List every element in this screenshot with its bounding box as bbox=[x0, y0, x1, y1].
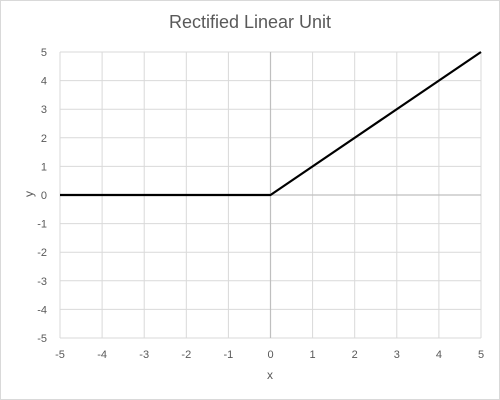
x-tick-label: 3 bbox=[394, 349, 400, 361]
y-tick-label: 0 bbox=[41, 190, 47, 202]
y-tick-label: -2 bbox=[37, 247, 47, 259]
y-tick-label: -3 bbox=[37, 276, 47, 288]
x-tick-label: -4 bbox=[97, 349, 107, 361]
chart-title: Rectified Linear Unit bbox=[169, 12, 331, 32]
x-tick-label: 4 bbox=[436, 349, 442, 361]
y-tick-label: 5 bbox=[41, 47, 47, 59]
x-tick-label: 5 bbox=[478, 349, 484, 361]
x-tick-label: 1 bbox=[310, 349, 316, 361]
y-tick-label: -4 bbox=[37, 304, 47, 316]
y-tick-label: 1 bbox=[41, 161, 47, 173]
y-tick-label: -1 bbox=[37, 219, 47, 231]
y-tick-label: 2 bbox=[41, 133, 47, 145]
x-tick-label: -3 bbox=[139, 349, 149, 361]
x-tick-labels: -5 -4 -3 -2 -1 0 1 2 3 4 5 bbox=[55, 349, 484, 361]
y-tick-label: 3 bbox=[41, 104, 47, 116]
x-tick-label: -5 bbox=[55, 349, 65, 361]
x-tick-label: 0 bbox=[267, 349, 273, 361]
series-group bbox=[60, 51, 482, 197]
relu-line bbox=[60, 51, 482, 197]
x-tick-label: -1 bbox=[224, 349, 234, 361]
y-tick-label: 4 bbox=[41, 76, 47, 88]
y-tick-labels: -5 -4 -3 -2 -1 0 1 2 3 4 5 bbox=[37, 47, 47, 345]
x-tick-label: -2 bbox=[181, 349, 191, 361]
y-axis-title: y bbox=[22, 191, 36, 197]
x-axis-title: x bbox=[267, 368, 273, 382]
y-tick-label: -5 bbox=[37, 333, 47, 345]
x-tick-label: 2 bbox=[352, 349, 358, 361]
